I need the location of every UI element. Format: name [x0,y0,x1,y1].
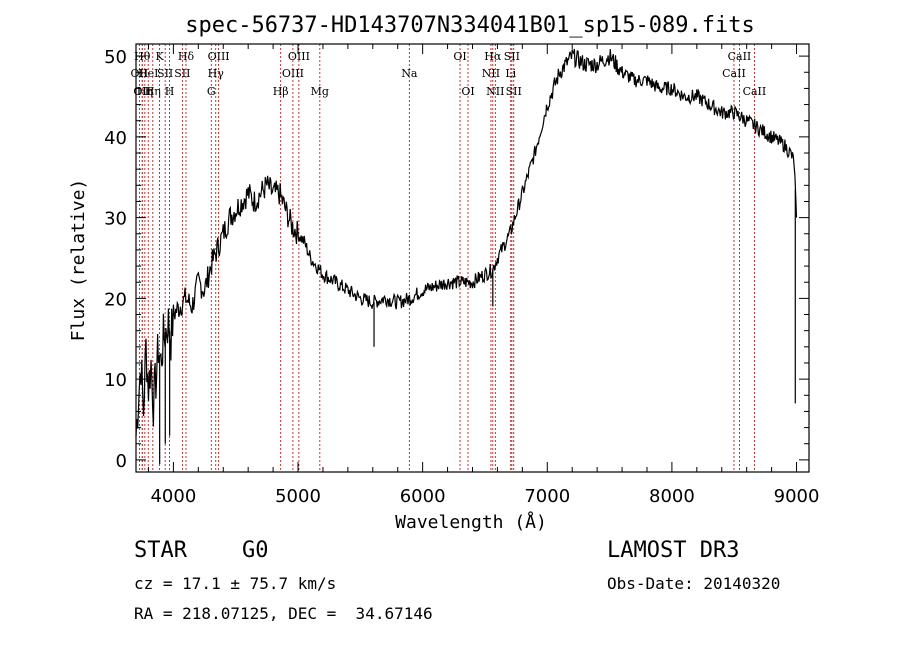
reference-line-label: Mg [311,85,329,98]
reference-line-label: Hγ [208,67,225,80]
absorption-dips [159,189,796,464]
reference-line-label: Hη [145,85,161,98]
x-axis-label: Wavelength (Å) [395,511,547,533]
object-class: STAR [134,538,187,563]
x-tick-label: 8000 [649,486,695,507]
y-tick-label: 30 [104,209,127,230]
reference-line-label: SII [157,67,173,80]
x-tick-label: 5000 [275,486,321,507]
reference-line-label: Hα [484,50,502,63]
reference-line-labels: OIIHθOIIHηHeIHηKSIIHHδSIIGHγOIIIHβOIIIOI… [131,50,767,98]
reference-line-label: HeI [138,67,158,80]
reference-line-label: K [155,50,164,63]
reference-line-label: Na [401,67,418,80]
ra-dec-line: RA = 218.07125, DEC = 34.67146 [134,604,433,623]
y-axis: 0 10 20 30 40 50 [104,47,809,472]
reference-line-label: SII [504,50,520,63]
survey-name: LAMOST DR3 [607,538,740,563]
reference-line-label: Hβ [273,85,289,98]
reference-line-label: OI [453,50,466,63]
reference-line-label: OII [131,67,149,80]
reference-line-label: NII [482,67,500,80]
reference-line-label: CaII [743,85,767,98]
reference-line-label: Li [505,67,516,80]
reference-lines [138,44,755,472]
reference-line-label: CaII [728,50,752,63]
x-tick-label: 4000 [150,486,196,507]
y-tick-label: 10 [104,370,127,391]
reference-line-label: OIII [282,67,304,80]
object-subclass: G0 [242,538,269,563]
x-axis: 4000 5000 6000 7000 8000 9000 [147,44,820,507]
y-tick-label: 40 [104,128,127,149]
spectrum-line [135,48,798,437]
reference-line-label: SII [506,85,522,98]
reference-line-label: OIII [208,50,230,63]
reference-line-label: CaII [722,67,746,80]
x-tick-label: 6000 [400,486,446,507]
y-tick-label: 20 [104,289,127,310]
x-tick-label: 7000 [524,486,570,507]
y-tick-label: 50 [104,47,127,68]
reference-line-label: H [165,85,175,98]
x-tick-label: 9000 [774,486,820,507]
redshift-line: cz = 17.1 ± 75.7 km/s [134,574,337,593]
reference-line-label: OIII [288,50,310,63]
chart-title: spec-56737-HD143707N334041B01_sp15-089.f… [185,13,755,38]
y-tick-label: 0 [116,451,127,472]
reference-line-label: OI [461,85,474,98]
reference-line-label: Hδ [178,50,195,63]
reference-line-label: G [207,85,216,98]
reference-line-label: SII [174,67,190,80]
obs-date-line: Obs-Date: 20140320 [607,574,781,593]
y-axis-label: Flux (relative) [68,179,89,342]
reference-line-label: NII [486,85,504,98]
